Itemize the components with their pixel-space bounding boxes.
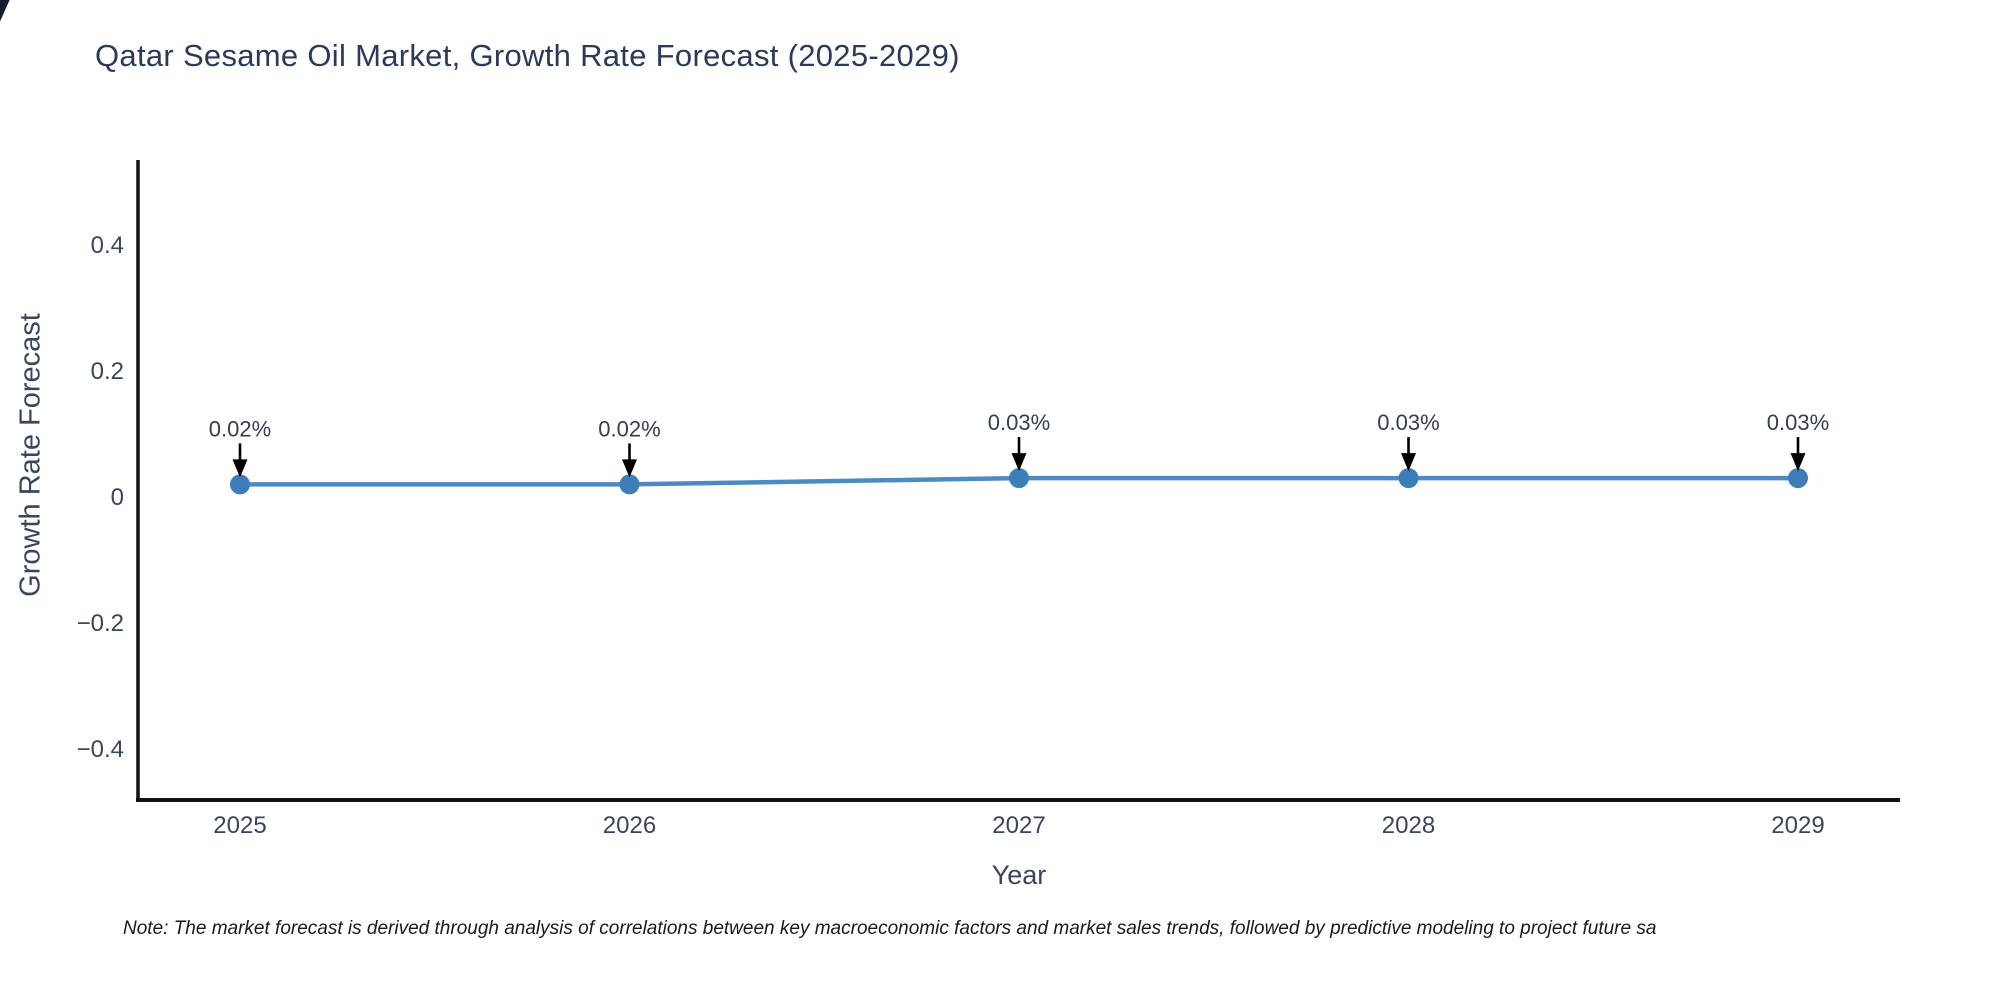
x-tick-label: 2026 [603, 812, 656, 839]
y-tick-label: 0.4 [91, 232, 124, 259]
annotation-arrowhead [232, 459, 248, 478]
annotation-arrowhead [622, 459, 637, 478]
point-annotation: 0.02% [598, 416, 660, 441]
chart-title: Qatar Sesame Oil Market, Growth Rate For… [95, 38, 960, 73]
footnote: Note: The market forecast is derived thr… [123, 918, 1657, 939]
data-point [1009, 468, 1029, 489]
data-point [230, 474, 250, 495]
y-tick-label: 0.2 [91, 358, 124, 385]
data-point [619, 474, 640, 495]
x-tick-label: 2028 [1382, 812, 1435, 839]
point-annotation: 0.03% [1377, 410, 1439, 435]
x-tick-label: 2025 [213, 812, 266, 839]
annotation-arrowhead [1401, 453, 1416, 472]
x-tick-label: 2027 [992, 812, 1045, 839]
x-axis-label: Year [991, 860, 1047, 890]
point-annotation: 0.02% [209, 416, 271, 441]
y-tick-label: −0.2 [77, 610, 124, 637]
data-point [1788, 468, 1808, 489]
point-annotation: 0.03% [1767, 410, 1829, 435]
y-tick-label: −0.4 [77, 736, 124, 763]
y-tick-label: 0 [111, 484, 124, 511]
annotation-arrowhead [1011, 453, 1027, 472]
x-tick-label: 2029 [1771, 812, 1824, 839]
annotation-arrowhead [1790, 453, 1806, 472]
data-point [1398, 468, 1419, 489]
point-annotation: 0.03% [988, 410, 1050, 435]
